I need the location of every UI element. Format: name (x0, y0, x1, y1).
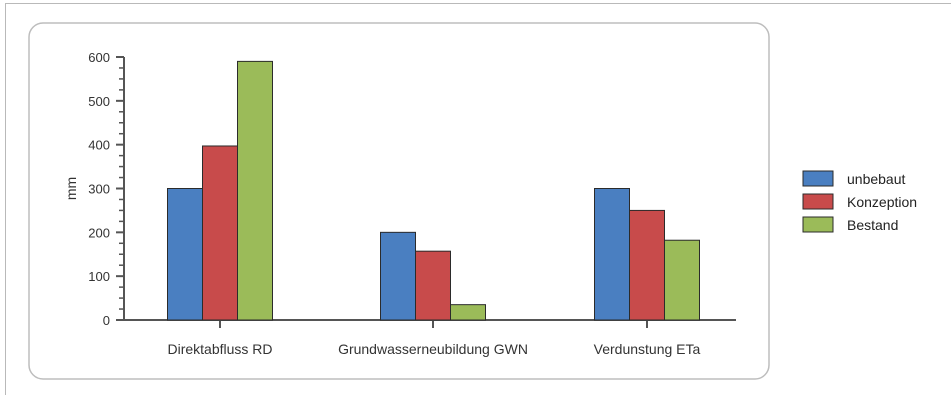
legend: unbebaut Konzeption Bestand (802, 170, 917, 233)
bar (415, 250, 451, 321)
legend-entry: Bestand (847, 217, 898, 233)
legend-swatch (802, 193, 834, 210)
y-tick-label: 300 (88, 182, 110, 197)
plot-panel (28, 22, 770, 380)
bar (629, 209, 665, 321)
y-axis-title: mm (63, 177, 79, 200)
y-tick-label: 200 (88, 225, 110, 240)
bar (167, 188, 203, 321)
y-tick-label: 600 (88, 50, 110, 65)
bars (167, 60, 700, 321)
bar (202, 145, 238, 321)
bar (380, 231, 416, 321)
bar (664, 239, 700, 321)
bar (594, 188, 630, 321)
x-category-label: Verdunstung ETa (594, 341, 701, 357)
x-category-label: Direktabfluss RD (167, 341, 272, 357)
x-category-label: Grundwasserneubildung GWN (338, 341, 528, 357)
bar (450, 304, 486, 321)
y-tick-label: 0 (103, 313, 110, 328)
legend-swatch (802, 216, 834, 233)
labels: 0 100 200 300 400 500 600 mm Direktabfluss RD Gru… (63, 50, 701, 357)
legend-entry: unbebaut (847, 171, 906, 187)
y-tick-label: 400 (88, 138, 110, 153)
y-tick-label: 100 (88, 269, 110, 284)
y-tick-label: 500 (88, 94, 110, 109)
legend-entry: Konzeption (847, 194, 917, 210)
bar (237, 60, 273, 321)
page-frame (5, 3, 951, 395)
legend-swatch (802, 170, 834, 187)
